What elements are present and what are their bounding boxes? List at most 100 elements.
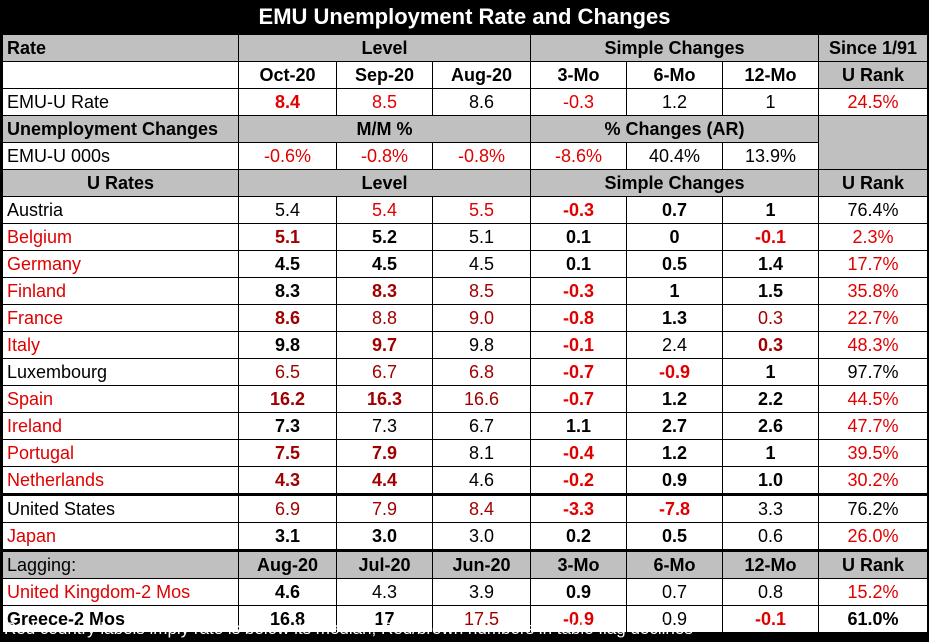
cell: 1.1 — [530, 412, 627, 440]
cell: 3.0 — [432, 522, 531, 551]
table-row: Finland 8.3 8.3 8.5 -0.3 1 1.5 35.8% — [2, 277, 929, 305]
table-row: Belgium 5.1 5.2 5.1 0.1 0 -0.1 2.3% — [2, 223, 929, 251]
cell: 0.7 — [626, 578, 723, 606]
cell: -0.8 — [530, 304, 627, 332]
cell: 2.7 — [626, 412, 723, 440]
cell: 6.9 — [238, 493, 337, 523]
cell: 0 — [626, 223, 723, 251]
cell: -0.3 — [530, 88, 627, 116]
cell: 7.5 — [238, 439, 337, 467]
header-row-2: Oct-20 Sep-20 Aug-20 3-Mo 6-Mo 12-Mo U R… — [2, 61, 929, 89]
cell: -0.7 — [530, 358, 627, 386]
col-6-mo: 6-Mo — [626, 61, 723, 89]
table-row: Italy 9.8 9.7 9.8 -0.1 2.4 0.3 48.3% — [2, 331, 929, 359]
cell: 0.8 — [721, 578, 820, 606]
pct-changes-header: % Changes (AR) — [529, 115, 820, 143]
cell: 1.2 — [626, 439, 723, 467]
cell: -0.1 — [721, 223, 820, 251]
unemployment-table: Rate Level Simple Changes Since 1/91 Oct… — [2, 34, 929, 633]
cell: 47.7% — [818, 412, 929, 440]
table-row: United Kingdom-2 Mos 4.6 4.3 3.9 0.9 0.7… — [2, 578, 929, 606]
cell: 76.4% — [818, 196, 929, 224]
blank-cell — [2, 61, 239, 89]
cell: 9.8 — [432, 331, 531, 359]
table-row: France 8.6 8.8 9.0 -0.8 1.3 0.3 22.7% — [2, 304, 929, 332]
mm-header: M/M % — [238, 115, 531, 143]
col-6-mo: 6-Mo — [626, 549, 723, 579]
row-label: EMU-U 000s — [2, 142, 239, 170]
table-row: Germany 4.5 4.5 4.5 0.1 0.5 1.4 17.7% — [2, 250, 929, 278]
cell: 2.2 — [721, 385, 820, 413]
col-u-rank: U Rank — [818, 61, 929, 89]
cell: 24.5% — [818, 88, 929, 116]
cell: 0.3 — [721, 331, 820, 359]
cell: -0.9 — [530, 605, 627, 633]
col-oct-20: Oct-20 — [238, 61, 337, 89]
cell: 7.9 — [336, 439, 433, 467]
cell: 40.4% — [626, 142, 723, 170]
cell: 1.0 — [721, 466, 820, 495]
table-row: Netherlands 4.3 4.4 4.6 -0.2 0.9 1.0 30.… — [2, 466, 929, 495]
row-label: Germany — [2, 250, 239, 278]
cell: 17.5 — [432, 605, 531, 633]
cell: 48.3% — [818, 331, 929, 359]
table-row: Austria 5.4 5.4 5.5 -0.3 0.7 1 76.4% — [2, 196, 929, 224]
cell: 0.3 — [721, 304, 820, 332]
cell: -7.8 — [626, 493, 723, 523]
table-row: Greece-2 Mos 16.8 17 17.5 -0.9 0.9 -0.1 … — [2, 605, 929, 633]
cell: 5.1 — [432, 223, 531, 251]
u-rates-header: U Rates — [2, 169, 239, 197]
cell: 9.7 — [336, 331, 433, 359]
cell: 3.3 — [721, 493, 820, 523]
simple-changes-header: Simple Changes — [529, 34, 820, 62]
lagging-header-row: Lagging: Aug-20 Jul-20 Jun-20 3-Mo 6-Mo … — [2, 549, 929, 579]
cell: -0.2 — [530, 466, 627, 495]
cell: 8.8 — [336, 304, 433, 332]
cell: -0.1 — [721, 605, 820, 633]
table-row: Portugal 7.5 7.9 8.1 -0.4 1.2 1 39.5% — [2, 439, 929, 467]
cell: -0.3 — [530, 196, 627, 224]
simple-changes-header: Simple Changes — [529, 169, 820, 197]
row-label: Finland — [2, 277, 239, 305]
row-label: United States — [2, 493, 239, 523]
cell: 5.5 — [432, 196, 531, 224]
cell: 5.2 — [336, 223, 433, 251]
cell: 1 — [626, 277, 723, 305]
cell: 3.9 — [432, 578, 531, 606]
cell: 6.5 — [238, 358, 337, 386]
cell: 39.5% — [818, 439, 929, 467]
cell: 4.5 — [238, 250, 337, 278]
col-jul-20: Jul-20 — [336, 549, 433, 579]
cell: 7.9 — [336, 493, 433, 523]
cell: 9.0 — [432, 304, 531, 332]
col-12-mo: 12-Mo — [721, 549, 820, 579]
cell: -0.1 — [530, 331, 627, 359]
cell: 0.9 — [530, 578, 627, 606]
col-aug-20: Aug-20 — [238, 549, 337, 579]
row-label: United Kingdom-2 Mos — [2, 578, 239, 606]
cell: 1 — [721, 358, 820, 386]
row-label: EMU-U Rate — [2, 88, 239, 116]
cell: -0.8% — [336, 142, 433, 170]
cell: 2.3% — [818, 223, 929, 251]
cell: 8.6 — [238, 304, 337, 332]
cell: 16.6 — [432, 385, 531, 413]
cell: 0.2 — [530, 522, 627, 551]
cell: 8.3 — [238, 277, 337, 305]
cell: 0.1 — [530, 223, 627, 251]
cell: 6.8 — [432, 358, 531, 386]
cell: 0.5 — [626, 522, 723, 551]
col-jun-20: Jun-20 — [432, 549, 531, 579]
table-row: Luxembourg 6.5 6.7 6.8 -0.7 -0.9 1 97.7% — [2, 358, 929, 386]
cell: 6.7 — [432, 412, 531, 440]
cell: 8.3 — [336, 277, 433, 305]
cell: 3.0 — [336, 522, 433, 551]
cell: 8.6 — [432, 88, 531, 116]
cell: 8.4 — [238, 88, 337, 116]
cell: 0.5 — [626, 250, 723, 278]
row-label: Greece-2 Mos — [2, 605, 239, 633]
cell: 1.3 — [626, 304, 723, 332]
cell: 5.4 — [336, 196, 433, 224]
cell: 16.3 — [336, 385, 433, 413]
cell: 13.9% — [721, 142, 820, 170]
